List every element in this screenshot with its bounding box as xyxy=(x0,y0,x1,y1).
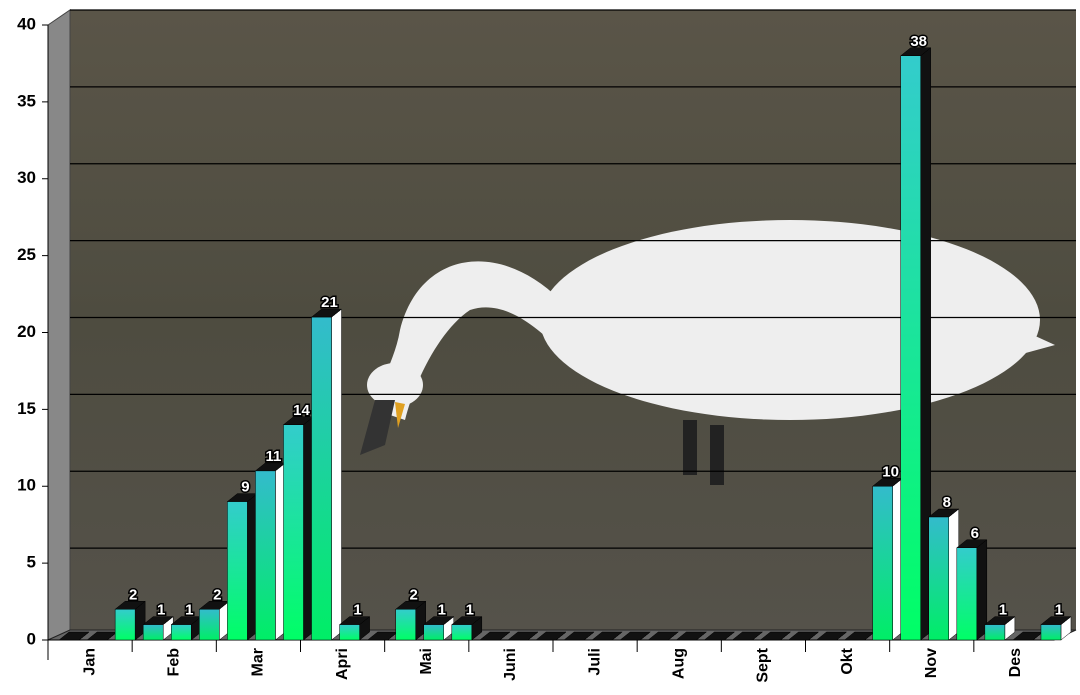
value-label: 1 xyxy=(185,602,193,619)
bar-top xyxy=(619,631,651,641)
bar xyxy=(227,501,248,641)
value-label: 21 xyxy=(321,294,338,311)
bar xyxy=(451,624,473,641)
bar xyxy=(395,609,416,641)
value-label: 38 xyxy=(910,33,927,50)
value-label: 2 xyxy=(129,586,137,603)
bar xyxy=(984,624,1006,641)
value-label: 2 xyxy=(213,586,221,603)
left-wall xyxy=(47,9,71,641)
y-tick-label: 25 xyxy=(17,245,36,264)
bar-top xyxy=(787,631,820,641)
y-tick-label: 0 xyxy=(27,629,36,648)
bar xyxy=(114,609,136,641)
bar-top xyxy=(507,631,539,641)
value-label: 11 xyxy=(265,448,281,465)
bar-top xyxy=(479,631,511,641)
bar xyxy=(1040,624,1062,641)
bar-top xyxy=(535,631,567,641)
bar xyxy=(339,624,360,641)
x-tick-label: Juni xyxy=(502,648,519,681)
x-tick-label: Apri xyxy=(334,648,351,680)
x-tick-label: Juli xyxy=(586,648,603,676)
value-label: 1 xyxy=(353,602,361,619)
x-tick-label: Mai xyxy=(418,648,435,675)
y-tick-label: 15 xyxy=(17,399,36,418)
value-label: 1 xyxy=(466,602,474,619)
bar-top xyxy=(563,631,595,641)
value-label: 1 xyxy=(438,602,446,619)
bar xyxy=(928,516,949,641)
x-tick-label: Des xyxy=(1007,648,1024,677)
value-label: 1 xyxy=(1055,602,1063,619)
y-tick-label: 10 xyxy=(17,476,36,495)
value-label: 14 xyxy=(293,402,310,419)
y-tick-label: 30 xyxy=(17,168,36,187)
value-label: 8 xyxy=(943,494,951,511)
bar-top xyxy=(591,631,623,641)
x-tick-label: Okt xyxy=(839,647,856,674)
value-label: 1 xyxy=(157,602,165,619)
bar xyxy=(199,609,220,641)
bar-top xyxy=(58,631,90,641)
y-tick-label: 20 xyxy=(17,322,36,341)
bar xyxy=(255,470,276,641)
x-tick-label: Aug xyxy=(670,648,687,679)
bar-top xyxy=(815,631,848,641)
value-label: 9 xyxy=(241,479,249,496)
bar-top xyxy=(647,631,679,641)
bar-top xyxy=(759,631,792,641)
bar xyxy=(171,624,192,641)
x-tick-label: Nov xyxy=(923,648,940,678)
bar xyxy=(956,547,978,641)
bar xyxy=(311,316,332,641)
bar xyxy=(283,424,304,641)
y-tick-label: 5 xyxy=(27,553,36,572)
x-tick-label: Sept xyxy=(755,647,772,682)
bar xyxy=(423,624,444,641)
value-label: 1 xyxy=(999,602,1007,619)
bar-side xyxy=(331,308,342,641)
bar xyxy=(872,486,893,641)
x-tick-label: Mar xyxy=(250,648,267,676)
x-tick-label: Feb xyxy=(165,648,182,677)
bar-top xyxy=(731,631,764,641)
x-tick-label: Jan xyxy=(81,648,98,676)
bar-top xyxy=(675,631,707,641)
bar xyxy=(900,55,921,641)
y-tick-label: 40 xyxy=(17,14,36,33)
value-label: 2 xyxy=(410,586,418,603)
bar-top xyxy=(703,631,736,641)
bar xyxy=(142,624,164,641)
y-tick-label: 35 xyxy=(17,91,36,110)
value-label: 10 xyxy=(882,463,899,480)
value-label: 6 xyxy=(971,525,979,542)
